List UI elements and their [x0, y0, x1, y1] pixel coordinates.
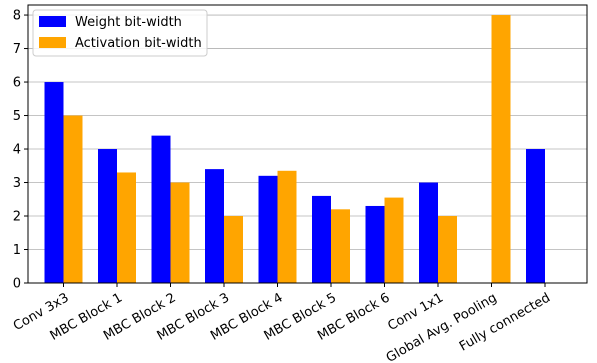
legend-swatch [39, 16, 66, 27]
bars [44, 15, 545, 284]
weight-bar [151, 135, 171, 283]
weight-bar [98, 149, 117, 283]
weight-bar [258, 175, 278, 283]
legend-swatch [39, 37, 66, 48]
weight-bar [44, 82, 64, 283]
weight-bar [312, 195, 331, 283]
y-tick-label: 0 [13, 277, 21, 292]
activation-bar [117, 172, 136, 283]
weight-bar [205, 169, 224, 283]
y-tick-label: 7 [13, 42, 21, 57]
plot-frame [27, 4, 588, 284]
x-tick-label: Fully connected [457, 290, 553, 354]
activation-bar [331, 209, 350, 283]
activation-bar [491, 15, 511, 284]
y-tick-label: 5 [13, 109, 21, 124]
y-tick-label: 4 [13, 143, 21, 158]
activation-bar [63, 115, 83, 283]
legend-label: Activation bit-width [75, 36, 202, 51]
y-tick-label: 3 [13, 176, 21, 191]
weight-bar [526, 149, 545, 283]
weight-bar [365, 205, 385, 283]
activation-bar [277, 170, 297, 283]
y-tick-label: 6 [13, 76, 21, 91]
activation-bar [224, 216, 243, 283]
y-axis: 0 1 2 3 4 5 6 7 8 [13, 9, 28, 292]
legend: Weight bit-width Activation bit-width [32, 9, 208, 57]
y-tick-label: 2 [13, 210, 21, 225]
activation-bar [438, 216, 457, 283]
activation-bar [384, 197, 404, 283]
activation-bar [170, 182, 190, 283]
legend-label: Weight bit-width [75, 15, 182, 30]
weight-bar [419, 182, 438, 283]
legend-box [32, 9, 208, 57]
y-tick-label: 8 [13, 9, 21, 24]
y-tick-label: 1 [13, 243, 21, 258]
